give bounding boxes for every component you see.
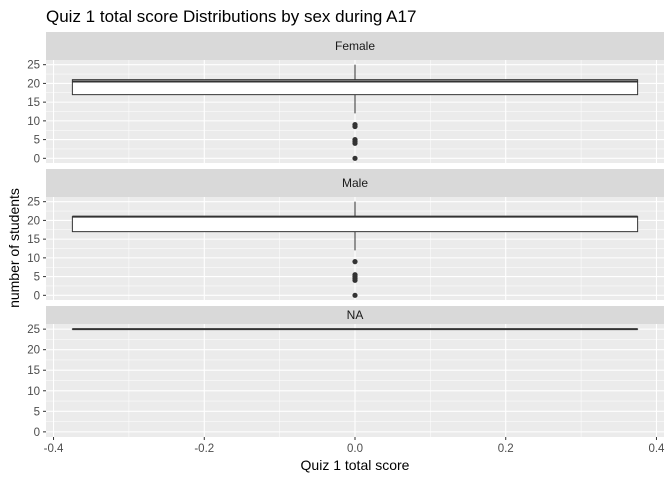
y-tick-label: 5 [34,272,40,284]
x-tick-label: -0.4 [44,443,64,455]
outlier-point [352,277,358,283]
strip-label: Male [342,176,368,190]
y-tick-label: 10 [27,386,40,398]
y-tick-label: 15 [27,365,40,377]
y-tick-label: 5 [34,135,40,147]
x-tick-label: 0.4 [648,443,665,455]
y-tick-label: 0 [34,153,40,165]
strip-label: Female [335,39,375,53]
x-tick-label: 0.2 [498,443,514,455]
strip-background [46,32,664,60]
x-axis: -0.4 -0.2 0.0 0.2 0.4 [44,437,665,455]
facet-male: Male 0 5 10 15 20 25 [27,169,664,302]
outlier-point [352,259,358,265]
x-tick-label: -0.2 [194,443,214,455]
y-tick-label: 25 [27,324,40,336]
y-tick-label: 10 [27,116,40,128]
facet-panels: Female 0 5 10 15 20 25 Male 0 5 10 15 20 25 NA 0 5 10 15 20… [27,32,664,439]
y-tick-label: 25 [27,60,40,72]
box [71,79,639,96]
y-tick-label: 10 [27,253,40,265]
y-tick-label: 20 [27,78,40,90]
box [71,216,639,233]
y-tick-label: 20 [27,345,40,357]
y-tick-label: 25 [27,197,40,209]
outlier-point [352,140,358,146]
x-tick-label: 0.0 [347,443,363,455]
y-tick-label: 15 [27,234,40,246]
facet-na: NA 0 5 10 15 20 25 [27,306,664,439]
y-tick-label: 0 [34,290,40,302]
x-axis-label: Quiz 1 total score [301,457,410,473]
facet-female: Female 0 5 10 15 20 25 [27,32,664,165]
strip-label: NA [347,308,364,322]
y-tick-label: 15 [27,97,40,109]
y-tick-label: 0 [34,427,40,439]
y-tick-label: 20 [27,215,40,227]
y-tick-label: 5 [34,406,40,418]
strip-background [46,169,664,197]
outlier-point [352,123,358,130]
strip-background [46,306,664,324]
y-axis-label: number of students [6,188,22,308]
chart-title: Quiz 1 total score Distributions by sex … [46,7,416,26]
outlier-point [352,155,358,161]
outlier-point [352,292,358,298]
